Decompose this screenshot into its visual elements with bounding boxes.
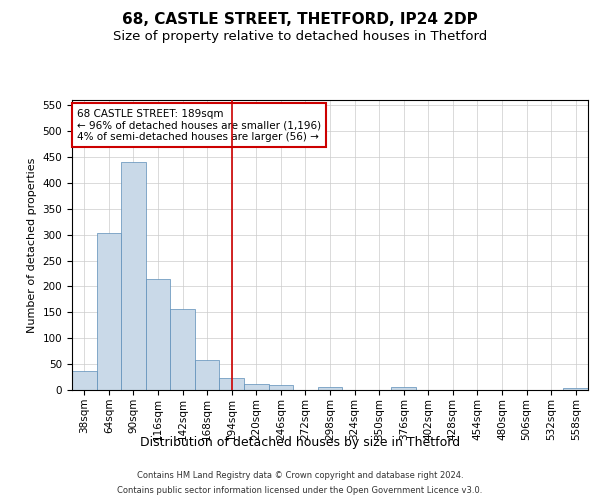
Text: 68, CASTLE STREET, THETFORD, IP24 2DP: 68, CASTLE STREET, THETFORD, IP24 2DP [122,12,478,28]
Bar [391,388,416,390]
Bar [121,162,146,390]
Bar [146,278,170,390]
Text: 68 CASTLE STREET: 189sqm
← 96% of detached houses are smaller (1,196)
4% of semi: 68 CASTLE STREET: 189sqm ← 96% of detach… [77,108,321,142]
Bar [220,378,244,390]
Bar [72,372,97,390]
Bar [269,386,293,390]
Text: Contains HM Land Registry data © Crown copyright and database right 2024.: Contains HM Land Registry data © Crown c… [137,471,463,480]
Bar [170,308,195,390]
Text: Distribution of detached houses by size in Thetford: Distribution of detached houses by size … [140,436,460,449]
Text: Size of property relative to detached houses in Thetford: Size of property relative to detached ho… [113,30,487,43]
Bar [318,387,342,390]
Bar [97,233,121,390]
Bar [195,360,220,390]
Bar [244,384,269,390]
Text: Contains public sector information licensed under the Open Government Licence v3: Contains public sector information licen… [118,486,482,495]
Y-axis label: Number of detached properties: Number of detached properties [27,158,37,332]
Bar [563,388,588,390]
